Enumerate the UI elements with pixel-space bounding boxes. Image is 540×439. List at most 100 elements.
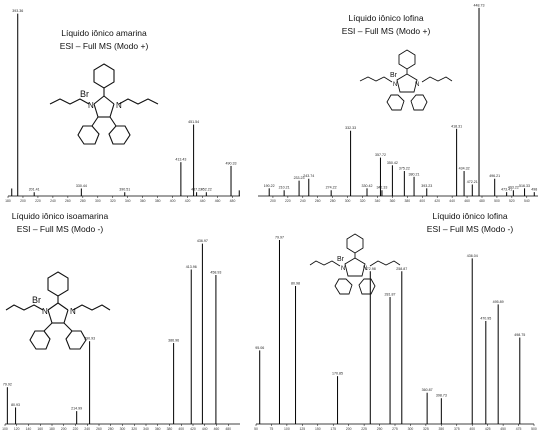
peak-label: 281.87 [385,293,396,297]
x-tick-label: 260 [65,199,71,203]
molecule-amarina-atom: N [116,101,122,110]
x-tick-label: 375 [454,427,460,431]
x-tick-label: 320 [360,199,366,203]
peak-label: 243.74 [303,174,314,178]
peak-label: 496.21 [489,174,500,178]
x-tick-label: 200 [20,199,26,203]
peak-label: 258.87 [396,267,407,271]
x-tick-label: 360 [140,199,146,203]
x-tick-label: 175 [330,427,336,431]
peak-label: 274.22 [326,186,337,190]
peak-label: 190.22 [264,184,275,188]
peak-label: 233.23 [294,176,305,180]
peak-label: 498 [531,188,537,192]
peak-label: 495.89 [493,300,504,304]
x-tick-label: 180 [49,427,55,431]
x-tick-label: 425 [485,427,491,431]
x-tick-label: 160 [37,427,43,431]
panel-title: Líquido iônico isoamarina [12,211,109,221]
x-tick-label: 440 [202,427,208,431]
x-tick-label: 480 [230,199,236,203]
x-tick-label: 325 [423,427,429,431]
molecule-isoamarina-atom: N [42,307,48,316]
x-tick-label: 540 [524,199,530,203]
x-tick-label: 480 [225,427,231,431]
peak-label: 390.51 [119,188,130,192]
peak-label: 448.73 [474,3,485,7]
peak-label: 418.31 [451,124,462,128]
x-tick-label: 320 [131,427,137,431]
molecule-lofina-atom: N [393,82,397,88]
peak-label: 360.87 [422,388,433,392]
molecule-lofina-neg-structure [309,233,401,295]
peak-label: 201.41 [29,188,40,192]
peak-label: 490.33 [226,161,237,165]
x-tick-label: 380 [155,199,161,203]
panel-title: Líquido iônico lofina [348,13,423,23]
peak-label: 79.92 [3,383,12,387]
peak-group: 95.06 79.97 80.98 170.85 172.98 281.87 258.87 3… [255,236,525,424]
peak-label: 472.21 [467,180,478,184]
x-tick-label: 340 [143,427,149,431]
x-tick-label: 200 [61,427,67,431]
x-tick-label: 200 [270,199,276,203]
x-tick-label: 200 [346,427,352,431]
peak-label: 386.96 [168,339,179,343]
peak-label: 330.42 [362,184,373,188]
peak-label: 342.33 [376,186,387,190]
peak-label: 437.22 [191,188,202,192]
x-tick-label: 240 [84,427,90,431]
x-tick-label: 240 [50,199,56,203]
panel-subtitle: ESI – Full MS (Modo +) [60,41,149,51]
x-tick-label: 240 [300,199,306,203]
x-tick-label: 300 [345,199,351,203]
peak-label: 458.93 [210,270,221,274]
molecule-lofina-atom: N [415,82,419,88]
x-tick-label: 440 [200,199,206,203]
panel-subtitle: ESI – Full MS (Modo -) [17,224,104,234]
peak-label: 413.43 [175,158,186,162]
x-tick-label: 380 [167,427,173,431]
x-tick-label: 280 [80,199,86,203]
x-tick-label: 360 [390,199,396,203]
x-tick-label: 225 [361,427,367,431]
spectrum-panel-lofina-negative: Líquido iônico lofina ESI – Full MS (Mod… [254,211,537,431]
peak-label: 393.36 [12,9,23,13]
molecule-lofina-neg-atom: N [341,266,345,272]
tick-group: 200 220 240 260 280 300 320 340 360 380 400 420 440 4… [270,196,530,203]
peak-label: 451.54 [188,120,199,124]
x-tick-label: 340 [125,199,131,203]
peak-label: 172.98 [365,267,376,271]
peak-label: 434.32 [459,167,470,171]
molecule-lofina-structure [359,49,453,111]
x-tick-label: 120 [14,427,20,431]
peak-label: 170.85 [332,372,343,376]
peak-label: 452.22 [201,188,212,192]
x-tick-label: 50 [254,427,258,431]
peak-label: 357.72 [375,153,386,157]
peak-label: 79.97 [275,236,284,240]
x-tick-label: 100 [2,427,8,431]
molecule-amarina-structure [49,63,159,145]
x-tick-label: 450 [500,427,506,431]
x-tick-label: 460 [215,199,221,203]
x-tick-label: 400 [469,427,475,431]
peak-label: 436.04 [467,254,478,258]
peak-label: 380.21 [409,172,420,176]
x-tick-label: 220 [73,427,79,431]
peak-label: 332.33 [345,126,356,130]
x-tick-label: 280 [330,199,336,203]
x-tick-label: 300 [408,427,414,431]
x-tick-label: 500 [494,199,500,203]
peak-label: 80.93 [11,403,20,407]
tick-group: 180 200 220 240 260 280 300 320 340 360 380 400 420 4… [5,196,235,203]
x-tick-label: 260 [96,427,102,431]
x-tick-label: 500 [531,427,537,431]
x-tick-label: 420 [190,427,196,431]
peak-label: 375.22 [399,167,410,171]
x-tick-label: 280 [108,427,114,431]
peak-label: 350.42 [387,161,398,165]
panel-title: Líquido iônico lofina [432,211,507,221]
